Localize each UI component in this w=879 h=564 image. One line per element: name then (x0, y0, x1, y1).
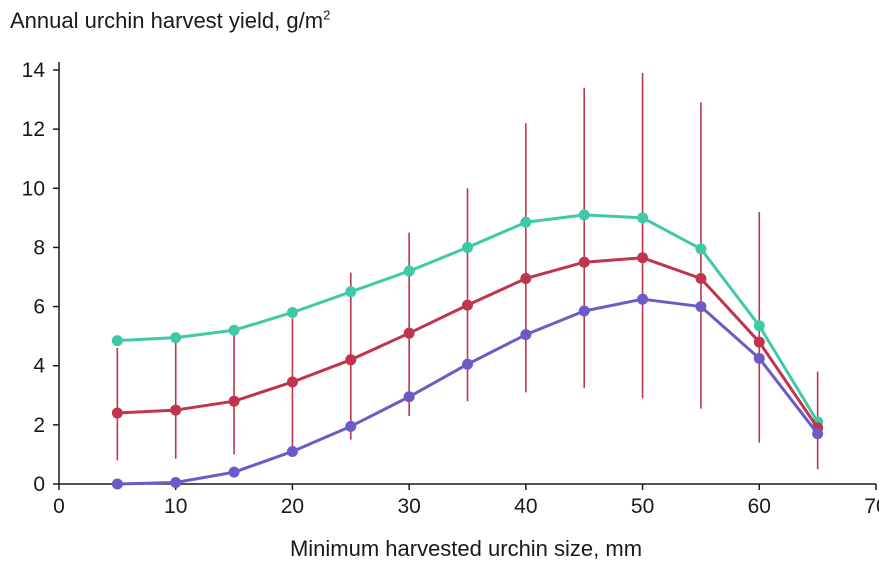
y-tick-label: 2 (33, 414, 45, 437)
y-tick-label: 14 (22, 59, 46, 82)
data-point (345, 420, 357, 432)
error-bars (116, 72, 819, 470)
x-axis-title: Minimum harvested urchin size, mm (290, 536, 642, 561)
data-point (403, 327, 415, 339)
y-tick-label: 8 (33, 236, 45, 259)
data-point (403, 391, 415, 403)
x-tick-label: 10 (164, 495, 187, 518)
data-point (462, 358, 473, 370)
data-point (111, 407, 123, 419)
y-tick-label: 0 (33, 473, 45, 496)
data-point (753, 336, 765, 348)
y-axis-title: Annual urchin harvest yield, g/m2 (10, 7, 331, 33)
series-3 (111, 293, 824, 490)
data-point (170, 477, 182, 489)
data-point (695, 272, 707, 284)
data-point (520, 272, 532, 284)
x-tick-label: 0 (53, 495, 65, 518)
data-point (637, 252, 649, 264)
x-tick-label: 30 (397, 495, 420, 518)
data-point (345, 354, 357, 366)
y-ticks: 0 2 4 6 8 10 12 14 (22, 59, 59, 496)
data-point (812, 428, 824, 440)
x-tick-label: 50 (631, 495, 654, 518)
series-2 (111, 252, 824, 434)
data-point (170, 332, 182, 344)
x-ticks: 0 10 20 30 40 50 60 70 (53, 484, 879, 518)
series-group (111, 209, 824, 490)
data-point (228, 466, 240, 478)
data-point (695, 301, 707, 313)
data-point (228, 324, 240, 336)
data-point (462, 299, 473, 311)
data-point (578, 305, 590, 317)
x-tick-label: 40 (514, 495, 537, 518)
data-point (170, 404, 182, 416)
y-axis-title-text: Annual urchin harvest yield, g/m (10, 8, 324, 33)
x-tick-label: 70 (864, 495, 879, 518)
data-point (578, 256, 590, 268)
data-point (403, 265, 415, 277)
x-tick-label: 20 (281, 495, 304, 518)
data-point (637, 293, 649, 305)
data-point (753, 352, 765, 364)
data-point (345, 286, 357, 298)
axes (58, 62, 876, 485)
series-1 (111, 209, 824, 428)
data-point (637, 212, 649, 224)
y-tick-label: 6 (33, 296, 45, 319)
data-point (520, 216, 532, 228)
y-tick-label: 10 (22, 177, 45, 200)
data-point (520, 329, 532, 341)
data-point (753, 320, 765, 332)
y-axis-title-superscript: 2 (323, 7, 331, 23)
data-point (228, 395, 240, 407)
data-point (695, 243, 707, 255)
y-tick-label: 12 (22, 118, 45, 141)
data-point (286, 376, 298, 388)
data-point (578, 209, 590, 221)
data-point (286, 306, 298, 318)
x-tick-label: 60 (748, 495, 771, 518)
data-point (286, 445, 298, 457)
data-point (462, 241, 473, 253)
data-point (111, 335, 123, 347)
y-tick-label: 4 (33, 355, 45, 378)
data-point (111, 478, 123, 490)
